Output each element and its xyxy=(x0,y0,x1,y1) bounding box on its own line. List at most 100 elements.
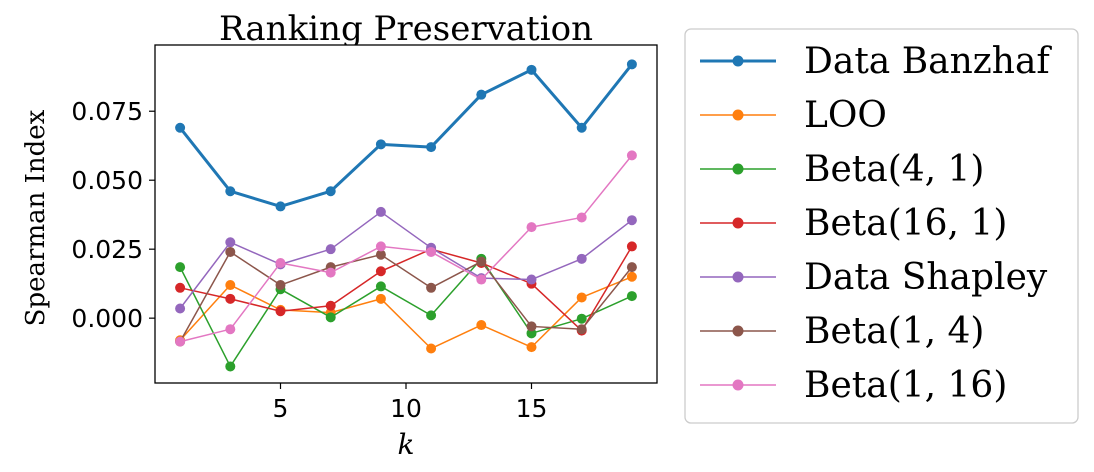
legend-item-beta-4-1: Beta(4, 1) xyxy=(700,149,984,190)
point-loo-9 xyxy=(375,293,386,304)
point-data-banzhaf-17 xyxy=(576,122,587,133)
point-data-banzhaf-13 xyxy=(476,89,487,100)
point-loo-15 xyxy=(526,342,537,353)
point-data-banzhaf-1 xyxy=(175,122,186,133)
legend-label: LOO xyxy=(804,95,887,136)
point-data-banzhaf-5 xyxy=(275,201,286,212)
series-line-beta-4-1 xyxy=(179,258,633,368)
legend-label: Beta(16, 1) xyxy=(804,203,1007,244)
legend-swatch-marker xyxy=(732,217,744,229)
point-data-banzhaf-3 xyxy=(225,186,236,197)
point-beta-4-1-19 xyxy=(626,291,637,302)
x-tick-label-5: 5 xyxy=(273,394,289,423)
point-beta-16-1-19 xyxy=(626,241,637,252)
point-data-shapley-1 xyxy=(175,303,186,314)
point-loo-17 xyxy=(576,292,587,303)
y-tick-label-3: 0.075 xyxy=(71,97,143,126)
point-data-banzhaf-19 xyxy=(626,59,637,70)
series-line-data-banzhaf xyxy=(178,63,634,208)
point-beta-1-16-5 xyxy=(275,257,286,268)
point-data-shapley-15 xyxy=(526,274,537,285)
legend-frame xyxy=(684,28,1079,424)
point-beta-4-1-9 xyxy=(375,281,386,292)
series-line-beta-16-1 xyxy=(179,246,633,332)
y-tick-label-2: 0.050 xyxy=(71,166,143,195)
legend-item-loo: LOO xyxy=(700,95,887,136)
series-lines xyxy=(175,59,637,372)
point-beta-1-16-1 xyxy=(175,336,186,347)
legend-label: Beta(1, 4) xyxy=(804,311,984,352)
point-beta-1-4-17 xyxy=(576,324,587,335)
legend-swatch-marker xyxy=(732,325,744,337)
legend-item-beta-16-1: Beta(16, 1) xyxy=(700,203,1007,244)
point-beta-4-1-3 xyxy=(225,361,236,372)
point-beta-1-16-3 xyxy=(225,324,236,335)
chart-title: Ranking Preservation xyxy=(219,9,593,49)
point-beta-1-4-9 xyxy=(375,249,386,260)
x-tick-label-15: 15 xyxy=(516,394,548,423)
point-beta-16-1-5 xyxy=(275,306,286,317)
legend-item-beta-1-4: Beta(1, 4) xyxy=(700,311,984,352)
point-beta-4-1-7 xyxy=(325,312,336,323)
point-data-shapley-19 xyxy=(626,215,637,226)
series-beta-1-16 xyxy=(175,150,637,347)
point-beta-4-1-1 xyxy=(175,262,186,273)
point-beta-16-1-9 xyxy=(375,266,386,277)
legend-swatch-marker xyxy=(732,163,744,175)
legend-swatch-marker xyxy=(732,109,744,121)
point-beta-16-1-1 xyxy=(175,282,186,293)
point-beta-4-1-17 xyxy=(576,313,587,324)
point-loo-19 xyxy=(626,271,637,282)
legend-item-beta-1-16: Beta(1, 16) xyxy=(700,365,1007,406)
y-tick-label-1: 0.025 xyxy=(71,235,143,264)
legend-swatch-marker xyxy=(732,55,744,67)
point-beta-1-4-13 xyxy=(476,256,487,267)
point-beta-1-16-13 xyxy=(476,274,487,285)
point-beta-1-4-19 xyxy=(626,262,637,273)
point-beta-1-4-11 xyxy=(426,282,437,293)
point-data-shapley-9 xyxy=(375,206,386,217)
point-data-banzhaf-11 xyxy=(426,142,437,153)
legend-label: Beta(1, 16) xyxy=(804,365,1007,406)
point-data-shapley-3 xyxy=(225,237,236,248)
point-beta-1-16-15 xyxy=(526,222,537,233)
legend-label: Beta(4, 1) xyxy=(804,149,984,190)
point-data-shapley-17 xyxy=(576,253,587,264)
point-data-banzhaf-7 xyxy=(325,186,336,197)
axis-ticks: 5 10 15 0.000 0.025 0.050 0.075 xyxy=(71,97,547,423)
series-data-banzhaf xyxy=(175,59,637,212)
point-loo-11 xyxy=(426,343,437,354)
legend-item-data-banzhaf: Data Banzhaf xyxy=(700,41,1052,82)
plot-area xyxy=(154,44,658,384)
point-beta-1-16-19 xyxy=(626,150,637,161)
y-axis-label: Spearman Index xyxy=(21,109,51,326)
point-loo-3 xyxy=(225,280,236,291)
point-beta-16-1-3 xyxy=(225,293,236,304)
legend-label: Data Shapley xyxy=(804,257,1048,298)
series-line-data-shapley xyxy=(179,211,633,309)
point-beta-1-4-5 xyxy=(275,280,286,291)
point-beta-16-1-7 xyxy=(325,300,336,311)
point-data-banzhaf-9 xyxy=(375,139,386,150)
x-axis-label: k xyxy=(398,428,415,461)
point-beta-1-16-7 xyxy=(325,267,336,278)
series-line-loo xyxy=(179,276,633,350)
x-tick-label-10: 10 xyxy=(390,394,422,423)
point-data-banzhaf-15 xyxy=(526,64,537,75)
point-beta-4-1-15 xyxy=(526,328,537,339)
legend-swatch-marker xyxy=(732,271,744,283)
series-line-beta-1-4 xyxy=(179,251,633,342)
point-data-shapley-7 xyxy=(325,244,336,255)
y-tick-label-0: 0.000 xyxy=(71,304,143,333)
series-line-beta-1-16 xyxy=(179,154,633,343)
legend-item-data-shapley: Data Shapley xyxy=(700,257,1048,298)
point-loo-13 xyxy=(476,320,487,331)
legend-label: Data Banzhaf xyxy=(804,41,1052,82)
point-beta-1-4-15 xyxy=(526,321,537,332)
point-beta-4-1-11 xyxy=(426,310,437,321)
point-beta-1-16-11 xyxy=(426,246,437,257)
point-beta-1-4-3 xyxy=(225,246,236,257)
legend: Data Banzhaf LOO Beta(4, 1) Beta(16, 1) Data… xyxy=(684,28,1079,424)
legend-swatch-marker xyxy=(732,379,744,391)
